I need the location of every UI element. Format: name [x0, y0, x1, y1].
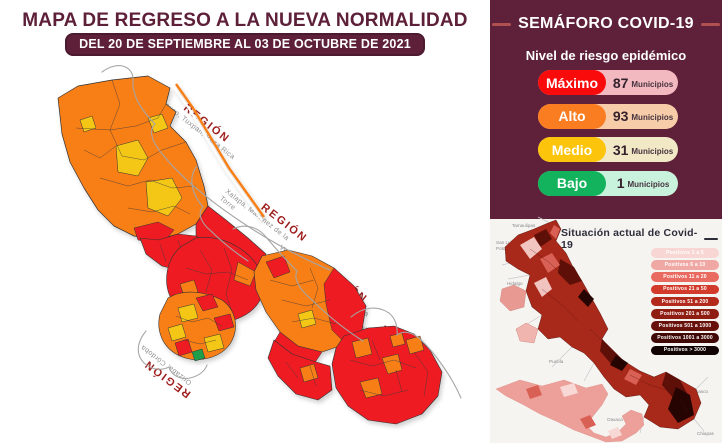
- region-label-orizaba: REGIÓN Orizaba, Córdoba: [139, 343, 194, 400]
- risk-level-row-maximo: Máximo 87 Municipios: [538, 70, 678, 95]
- semaforo-panel: SEMÁFORO COVID-19 Nivel de riesgo epidém…: [490, 0, 722, 219]
- risk-level-count: 1 Municipios: [616, 175, 670, 191]
- positivos-legend: Positivos 1 a 5 Positivos 6 a 10 Positiv…: [651, 248, 719, 358]
- state-label-hidalgo: Hidalgo: [507, 281, 523, 286]
- legend-item: Positivos 1 a 5: [651, 248, 719, 258]
- risk-level-count: 31 Municipios: [612, 141, 674, 158]
- normalidad-map-panel: MAPA DE REGRESO A LA NUEVA NORMALIDAD DE…: [22, 10, 468, 400]
- risk-level-count: 87 Municipios: [612, 74, 674, 91]
- region-label-panuco: REGIÓN Pánuco, Tuxpan, Poza Rica: [155, 96, 236, 162]
- risk-level-row-bajo: Bajo 1 Municipios: [538, 170, 678, 196]
- state-label-tabasco: Tabasco: [691, 389, 709, 394]
- risk-level-row-alto: Alto 93 Municipios: [538, 103, 678, 129]
- state-label-chiapas: Chiapas: [697, 431, 714, 436]
- legend-item: Positivos 21 a 50: [651, 284, 719, 295]
- region-label-coatzacoalcos: REGIÓN Coatzacoalcos, Minatitlán: [350, 318, 432, 375]
- title-dash-left: [542, 238, 556, 240]
- situacion-panel: Situación actual de Covid-19 Positivos 1…: [490, 219, 722, 443]
- title-dash-right: [700, 22, 720, 26]
- legend-item: Positivos 201 a 500: [651, 308, 719, 319]
- risk-levels-list: Máximo 87 Municipios Alto 93 Municipios …: [538, 70, 678, 204]
- semaforo-title: SEMÁFORO COVID-19: [518, 15, 694, 32]
- legend-item: Positivos > 3000: [651, 345, 719, 356]
- risk-level-row-medio: Medio 31 Municipios: [538, 137, 678, 162]
- state-label-tamaulipas: Tamaulipas: [512, 223, 536, 228]
- state-label-san-luis-potosi: San Luis Potosí: [496, 240, 514, 251]
- region-label-veracruz: REGIÓN Veracruz, Boca del Río, Cuenca de…: [271, 244, 370, 319]
- risk-level-chip: Medio: [538, 137, 606, 162]
- state-label-puebla: Puebla: [549, 359, 564, 364]
- title-dash-left: [492, 22, 512, 26]
- legend-item: Positivos 501 a 1000: [651, 321, 719, 331]
- legend-item: Positivos 11 a 20: [651, 272, 719, 282]
- legend-item: Positivos 51 a 200: [651, 296, 719, 307]
- risk-level-chip: Alto: [538, 103, 606, 129]
- title-dash-right: [704, 238, 718, 240]
- risk-level-count: 93 Municipios: [612, 108, 674, 124]
- legend-item: Positivos 1001 a 3000: [651, 333, 719, 343]
- risk-level-chip: Máximo: [538, 70, 606, 95]
- page-title: MAPA DE REGRESO A LA NUEVA NORMALIDAD: [22, 10, 468, 31]
- region-label-xalapa: REGIÓN Xalapa, Martínez de la Torre: [217, 188, 310, 245]
- semaforo-subtitle: Nivel de riesgo epidémico: [525, 48, 687, 63]
- state-label-oaxaca: Oaxaca: [607, 417, 623, 422]
- risk-level-chip: Bajo: [538, 170, 606, 196]
- legend-item: Positivos 6 a 10: [651, 260, 719, 270]
- date-range-badge: DEL 20 DE SEPTIEMBRE AL 03 DE OCTUBRE DE…: [65, 33, 425, 56]
